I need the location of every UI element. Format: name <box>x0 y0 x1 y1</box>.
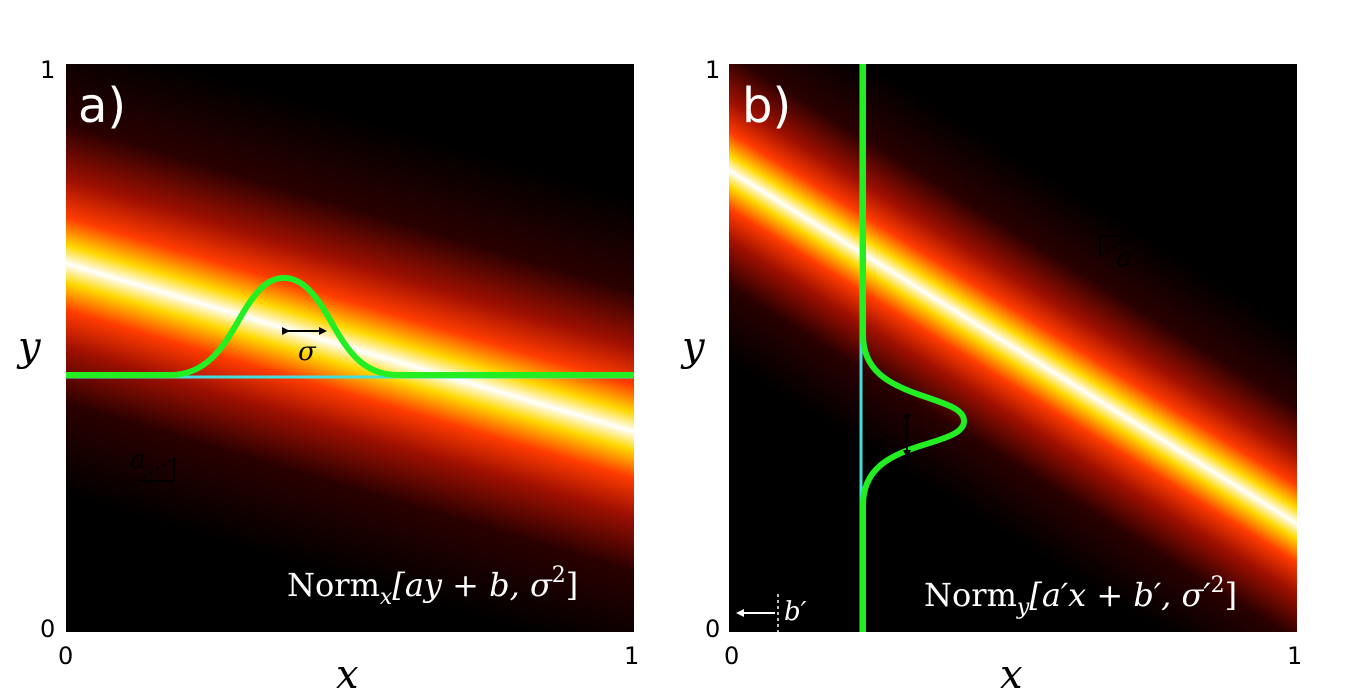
panel-a-x-tick-min: 0 <box>58 642 73 670</box>
panel-b-formula-sub: y <box>1016 595 1030 620</box>
panel-b-slope-label: a′ <box>1116 243 1138 273</box>
panel-a-formula-args: [ay + b, σ <box>392 566 553 604</box>
panel-b-y-tick-max: 1 <box>705 56 720 84</box>
panel-a-formula-end: ] <box>566 566 578 604</box>
panel-a-slope-label: a <box>130 445 146 475</box>
panel-b-formula: Normy[a′x + b′, σ′2] <box>924 573 1237 620</box>
panel-a-y-tick-min: 0 <box>40 615 55 643</box>
panel-b-x-tick-min: 0 <box>724 642 739 670</box>
panel-b-heatmap <box>729 64 1297 632</box>
panel-a-gaussian-curve <box>66 275 634 378</box>
panel-a-intercept-label: b <box>74 494 91 524</box>
panel-a-formula: Normx[ay + b, σ2] <box>287 563 578 610</box>
panel-b-formula-sup: 2 <box>1211 573 1225 598</box>
panel-b-width-label: σ′ <box>866 431 890 461</box>
panel-b-intercept-label: b′ <box>784 597 807 627</box>
panel-a-formula-name: Norm <box>287 566 380 604</box>
panel-a-formula-sup: 2 <box>552 563 566 588</box>
panel-b-slope-triangle <box>1099 235 1131 257</box>
panel-a: σ a b a) Normx[ay + b, σ2] 1 0 0 1 x y <box>16 56 639 698</box>
panel-b-formula-name: Norm <box>924 576 1017 614</box>
panel-a-slope-triangle <box>137 457 175 482</box>
panel-b-formula-args: [a′x + b′, σ′ <box>1029 576 1211 614</box>
panel-a-x-axis-label: x <box>336 652 359 698</box>
panel-b-x-tick-max: 1 <box>1287 642 1302 670</box>
panel-b-x-axis-label: x <box>1000 652 1023 698</box>
panel-b-gaussian-curve <box>860 64 967 632</box>
panel-b-label: b) <box>742 78 791 134</box>
panel-a-y-axis-label: y <box>16 324 42 370</box>
panel-b-y-axis-label: y <box>680 324 706 370</box>
panel-a-formula-sub: x <box>380 585 393 610</box>
panel-b-y-tick-min: 0 <box>705 615 720 643</box>
panel-a-y-tick-max: 1 <box>40 56 55 84</box>
panel-a-x-tick-max: 1 <box>624 642 639 670</box>
panel-a-label: a) <box>78 78 126 134</box>
panel-b-formula-end: ] <box>1225 576 1237 614</box>
panel-b: σ′ a′ b′ b) Normy[a′x + b′, σ′2] 1 0 0 1… <box>680 56 1302 698</box>
panel-a-width-label: σ <box>298 337 317 367</box>
